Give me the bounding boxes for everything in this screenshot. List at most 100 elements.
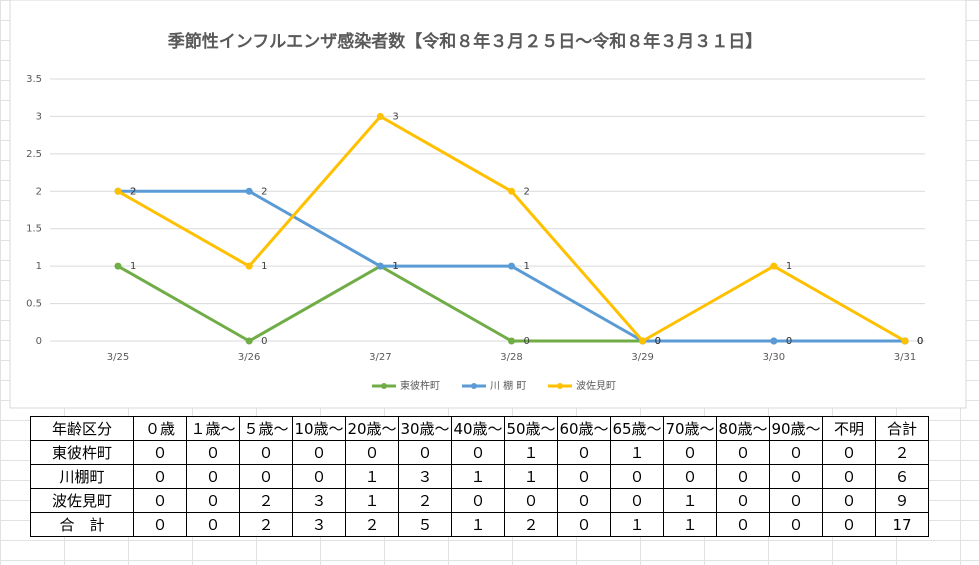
cell: ０ <box>610 488 664 513</box>
cell: ０ <box>292 464 346 489</box>
cell: １ <box>345 488 399 513</box>
data-label: 0 <box>917 336 923 347</box>
cell: ０ <box>451 440 505 465</box>
y-tick-label: 3.5 <box>26 74 42 85</box>
point <box>376 262 384 270</box>
cell: ０ <box>345 440 399 465</box>
cell: 65歳～ <box>610 416 664 441</box>
data-label: 0 <box>917 336 923 347</box>
data-label: 0 <box>786 336 792 347</box>
cell: ０ <box>716 488 770 513</box>
chart: 季節性インフルエンザ感染者数【令和８年３月２５日～令和８年３月３１日】 0 0.5… <box>9 0 967 409</box>
cell: ５ <box>398 512 452 537</box>
data-label: 2 <box>130 186 136 197</box>
cell: ０ <box>822 440 876 465</box>
table-row: 川棚町 ０ ０ ０ ０ １ ３ １ １ ０ ０ ０ ０ ０ ０ ６ <box>30 464 929 489</box>
legend-marker <box>557 383 563 389</box>
point <box>639 337 647 345</box>
cell: ０ <box>186 512 240 537</box>
point <box>114 187 122 195</box>
cell: ０ <box>133 512 187 537</box>
cell: ２ <box>239 512 293 537</box>
cell: ０ <box>716 512 770 537</box>
chart-area <box>9 0 967 409</box>
cell: １ <box>504 440 558 465</box>
cell: ０ <box>557 488 611 513</box>
cell: 波佐見町 <box>30 488 134 513</box>
cell: ０ <box>769 512 823 537</box>
point <box>245 337 253 345</box>
cell: 40歳～ <box>451 416 505 441</box>
cell: 30歳～ <box>398 416 452 441</box>
x-tick-label: 3/27 <box>369 352 391 363</box>
cell: ０ <box>610 464 664 489</box>
data-label: 0 <box>917 336 923 347</box>
cell: ０ <box>663 464 717 489</box>
cell: ３ <box>398 464 452 489</box>
age-table: 年齢区分 ０歳 １歳～ ５歳～ 10歳～ 20歳～ 30歳～ 40歳～ 50歳～ 60歳～ 65歳～… <box>30 416 929 537</box>
cell: １ <box>345 464 399 489</box>
data-label: 3 <box>392 111 398 122</box>
cell: 東彼杵町 <box>30 440 134 465</box>
cell: 合 計 <box>30 512 134 537</box>
cell: ０歳 <box>133 416 187 441</box>
legend-label: 波佐見町 <box>576 379 616 392</box>
cell: ２ <box>345 512 399 537</box>
cell: １ <box>504 464 558 489</box>
cell: 17 <box>875 512 929 537</box>
cell: ０ <box>769 440 823 465</box>
cell: 川棚町 <box>30 464 134 489</box>
cell: １ <box>610 440 664 465</box>
cell: １歳～ <box>186 416 240 441</box>
cell: ０ <box>716 464 770 489</box>
cell: １ <box>663 512 717 537</box>
cell: ０ <box>822 464 876 489</box>
cell: ０ <box>239 464 293 489</box>
table-row: 波佐見町 ０ ０ ２ ３ １ ２ ０ ０ ０ ０ １ ０ ０ ０ ９ <box>30 488 929 513</box>
header-row: 年齢区分 ０歳 １歳～ ５歳～ 10歳～ 20歳～ 30歳～ 40歳～ 50歳～ 60歳～ 65歳～… <box>30 416 929 441</box>
cell: ２ <box>398 488 452 513</box>
cell: ０ <box>398 440 452 465</box>
cell: ０ <box>769 488 823 513</box>
cell: ０ <box>557 440 611 465</box>
cell: 年齢区分 <box>30 416 134 441</box>
cell: ９ <box>875 488 929 513</box>
data-label: 1 <box>786 261 792 272</box>
x-tick-label: 3/26 <box>238 352 260 363</box>
y-tick-label: 0.5 <box>26 299 42 310</box>
x-tick-label: 3/25 <box>107 352 129 363</box>
cell: １ <box>451 464 505 489</box>
x-tick-label: 3/28 <box>500 352 522 363</box>
data-label: 2 <box>130 186 136 197</box>
point <box>508 337 515 345</box>
cell: ０ <box>239 440 293 465</box>
point <box>245 262 253 270</box>
cell: 50歳～ <box>504 416 558 441</box>
cell: ０ <box>133 464 187 489</box>
cell: 90歳～ <box>769 416 823 441</box>
cell: 60歳～ <box>557 416 611 441</box>
y-tick-label: 1 <box>36 261 42 272</box>
point <box>245 187 253 195</box>
cell: 70歳～ <box>663 416 717 441</box>
legend-label: 川 棚 町 <box>490 379 526 392</box>
data-label: 1 <box>524 261 530 272</box>
table-row: 東彼杵町 ０ ０ ０ ０ ０ ０ ０ １ ０ １ ０ ０ ０ ０ ２ <box>30 440 929 465</box>
cell: ５歳～ <box>239 416 293 441</box>
y-tick-label: 1.5 <box>26 224 42 235</box>
cell: 20歳～ <box>345 416 399 441</box>
cell: １ <box>610 512 664 537</box>
cell: ０ <box>557 512 611 537</box>
cell: ０ <box>822 488 876 513</box>
cell: ０ <box>133 440 187 465</box>
data-label: 0 <box>655 336 661 347</box>
table-row: 合 計 ０ ０ ２ ３ ２ ５ １ ２ ０ １ １ ０ ０ ０ 17 <box>30 512 929 537</box>
cell: ０ <box>186 488 240 513</box>
data-label: 1 <box>392 261 398 272</box>
legend-label: 東彼杵町 <box>400 379 440 392</box>
cell: ０ <box>133 488 187 513</box>
data-label: 1 <box>130 261 136 272</box>
point <box>901 337 909 345</box>
cell: ２ <box>875 440 929 465</box>
